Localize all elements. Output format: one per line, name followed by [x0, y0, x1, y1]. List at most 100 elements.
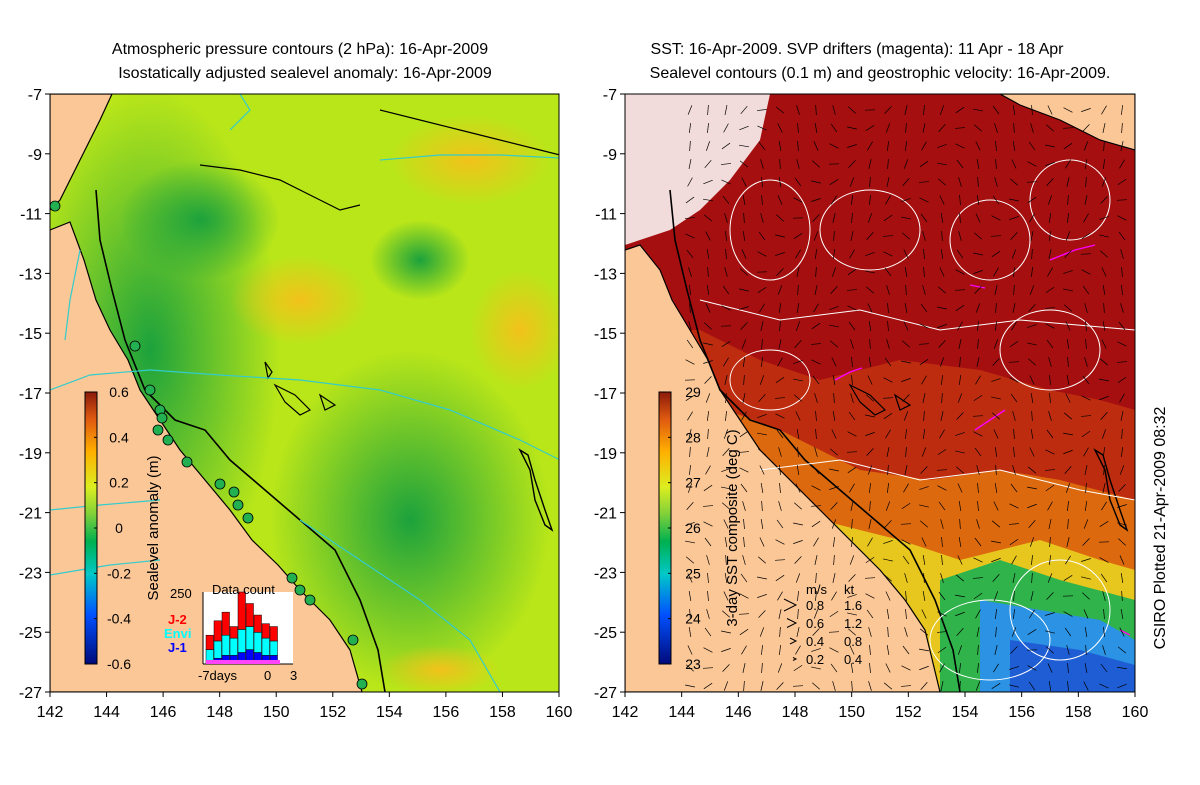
- left-ytick-label: -25: [19, 625, 42, 642]
- sla-low-centre: [370, 220, 470, 300]
- sla-low-north: [120, 160, 280, 280]
- right-xtick-label: 150: [838, 704, 865, 721]
- left-xtick-label: 152: [319, 704, 346, 721]
- inset-bar-j-2: [206, 635, 214, 649]
- inset-bar-j-2: [238, 592, 246, 629]
- left-ytick-label: -19: [19, 446, 42, 463]
- velocity-legend-kt: 1.2: [844, 616, 862, 631]
- velocity-legend-ms: 0.8: [806, 598, 824, 613]
- left-colorbar-tick-label: -0.2: [107, 565, 131, 581]
- inset-bar-envi: [270, 641, 278, 655]
- inset-bar-j-2: [254, 615, 262, 632]
- velocity-legend-ms: 0.6: [806, 616, 824, 631]
- right-ytick-label: -25: [594, 625, 617, 642]
- left-xtick-label: 154: [376, 704, 403, 721]
- right-xtick-label: 144: [668, 704, 695, 721]
- velocity-legend-ms: 0.4: [806, 634, 824, 649]
- right-ytick-label: -21: [594, 506, 617, 523]
- velocity-unit-ms: m/s: [806, 582, 827, 597]
- left-map: [20, 90, 570, 695]
- left-xtick-label: 148: [206, 704, 233, 721]
- left-ytick-label: -23: [19, 565, 42, 582]
- right-xtick-label: 152: [895, 704, 922, 721]
- right-ytick-label: -23: [594, 565, 617, 582]
- inset-legend-j2: J-2: [168, 612, 187, 627]
- inset-bar-envi: [246, 627, 254, 650]
- right-xtick-label: 146: [725, 704, 752, 721]
- right-xtick-label: 158: [1065, 704, 1092, 721]
- inset-bar-envi: [222, 635, 230, 655]
- left-ytick-label: -21: [19, 506, 42, 523]
- velocity-legend-kt: 0.4: [844, 652, 862, 667]
- right-colorbar-tick-label: 25: [685, 565, 701, 581]
- right-colorbar-tick-label: 23: [685, 656, 701, 672]
- left-colorbar-tick-label: 0.2: [109, 475, 129, 491]
- velocity-legend-ms: 0.2: [806, 652, 824, 667]
- inset-title: Data count: [212, 582, 275, 597]
- inset-bar-envi: [230, 638, 238, 655]
- left-ytick-label: -7: [28, 87, 42, 104]
- right-ytick-label: -9: [603, 147, 617, 164]
- right-colorbar-tick-label: 28: [685, 429, 701, 445]
- left-ytick-label: -15: [19, 326, 42, 343]
- inset-bar-envi: [262, 638, 270, 655]
- left-colorbar-tick-label: -0.6: [107, 656, 131, 672]
- right-title-line2: Sealevel contours (0.1 m) and geostrophi…: [650, 65, 1111, 82]
- left-ytick-label: -11: [20, 207, 42, 224]
- inset-xlabel-end: 3: [290, 668, 297, 683]
- right-ytick-label: -13: [594, 266, 617, 283]
- right-xtick-label: 154: [952, 704, 979, 721]
- side-caption: CSIRO Plotted 21-Apr-2009 08:32: [1152, 407, 1169, 650]
- inset-xlabel-zero: 0: [264, 668, 271, 683]
- right-ytick-label: -19: [594, 446, 617, 463]
- right-colorbar-tick-label: 26: [685, 520, 701, 536]
- sla-high-ne: [390, 115, 550, 205]
- right-ytick-label: -17: [594, 386, 617, 403]
- right-colorbar-label: 3-day SST composite (deg C): [724, 429, 741, 626]
- left-xtick-label: 146: [150, 704, 177, 721]
- left-colorbar-tick-label: 0.6: [109, 384, 129, 400]
- sla-high-centre: [230, 255, 370, 345]
- inset-bar-j-2: [262, 624, 270, 638]
- right-colorbar-tick-label: 24: [685, 611, 701, 627]
- right-ytick-label: -27: [594, 685, 617, 702]
- left-xtick-label: 142: [37, 704, 64, 721]
- inset-bar-j-2: [230, 627, 238, 639]
- velocity-legend-kt: 1.6: [844, 598, 862, 613]
- left-ytick-label: -17: [19, 386, 42, 403]
- velocity-unit-kt: kt: [844, 582, 855, 597]
- inset-bar-envi: [238, 629, 246, 652]
- left-ytick-label: -27: [19, 685, 42, 702]
- left-xtick-label: 160: [546, 704, 573, 721]
- left-title-line2: Isostatically adjusted sealevel anomaly:…: [118, 65, 492, 82]
- inset-bar-envi: [206, 650, 214, 662]
- sla-high-east: [470, 270, 570, 390]
- inset-legend-j1: J-1: [168, 640, 187, 655]
- left-ytick-label: -9: [28, 147, 42, 164]
- left-colorbar-tick-label: -0.4: [107, 611, 131, 627]
- right-colorbar-tick-label: 27: [685, 475, 701, 491]
- left-colorbar-tick-label: 0.4: [109, 429, 129, 445]
- velocity-legend-kt: 0.8: [844, 634, 862, 649]
- left-title-line1: Atmospheric pressure contours (2 hPa): 1…: [112, 41, 488, 58]
- left-colorbar-tick-label: 0: [115, 520, 123, 536]
- right-ytick-label: -11: [595, 207, 617, 224]
- left-xtick-label: 144: [93, 704, 120, 721]
- right-xtick-label: 160: [1122, 704, 1149, 721]
- inset-xlabel-start: -7days: [198, 668, 238, 683]
- inset-time-strip: [206, 660, 280, 664]
- inset-bar-envi: [254, 632, 262, 652]
- left-xtick-label: 158: [489, 704, 516, 721]
- right-ytick-label: -15: [594, 326, 617, 343]
- right-title-line1: SST: 16-Apr-2009. SVP drifters (magenta)…: [651, 41, 1065, 58]
- right-xtick-label: 148: [782, 704, 809, 721]
- right-xtick-label: 156: [1008, 704, 1035, 721]
- right-map: [625, 94, 1135, 692]
- inset-bar-j-2: [222, 612, 230, 635]
- left-xtick-label: 156: [433, 704, 460, 721]
- left-xtick-label: 150: [263, 704, 290, 721]
- right-ytick-label: -7: [603, 87, 617, 104]
- left-ytick-label: -13: [19, 266, 42, 283]
